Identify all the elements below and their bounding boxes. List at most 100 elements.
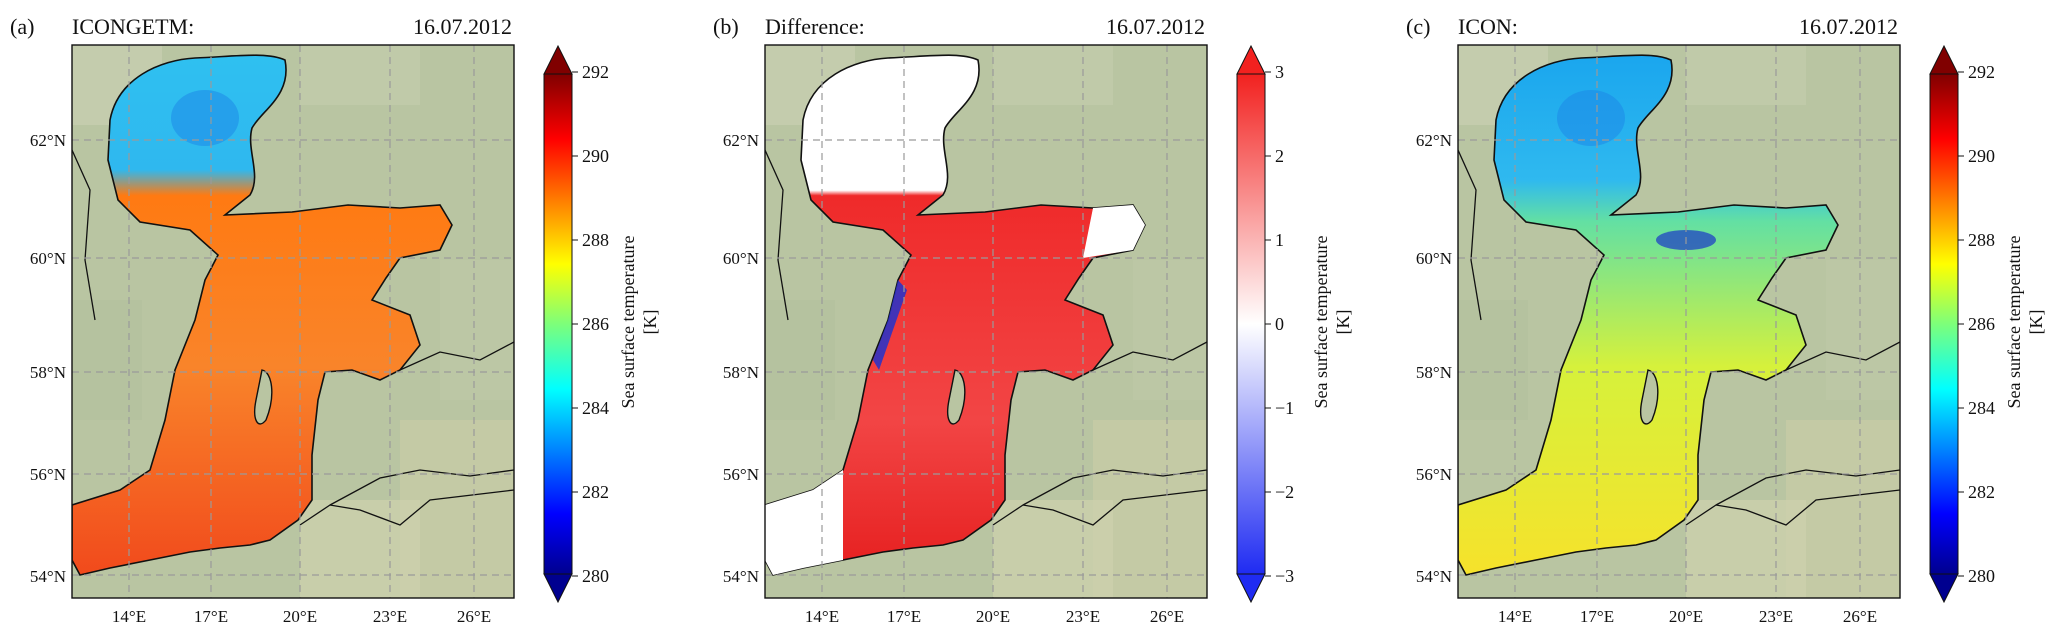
cold-spot	[171, 90, 239, 146]
colorbar-tick-label: 0	[1275, 314, 1284, 334]
colorbar-tick-label: 292	[582, 62, 609, 82]
colorbar-label-line1: Sea surface temperature	[1311, 236, 1331, 409]
panel-letter: (c)	[1406, 14, 1430, 39]
land-patch	[993, 45, 1113, 105]
land-patch	[1133, 260, 1207, 400]
lat-label: 58°N	[1416, 363, 1452, 382]
negative-strip	[873, 280, 907, 370]
country-border	[1458, 149, 1482, 321]
colorbar-extend-bottom	[1929, 573, 1959, 604]
colorbar-tick-label: 284	[582, 398, 609, 418]
cold-spot	[1557, 90, 1625, 146]
country-border	[765, 149, 789, 321]
lon-labels: 14°E 17°E 20°E 23°E 26°E	[112, 607, 491, 626]
lon-label: 17°E	[1580, 607, 1614, 626]
island-gotland	[254, 369, 273, 425]
colorbar-label-line1: Sea surface temperature	[2004, 236, 2024, 409]
lon-label: 23°E	[1759, 607, 1793, 626]
colorbar-tick-label: 280	[582, 566, 609, 586]
lon-label: 14°E	[112, 607, 146, 626]
lon-label: 20°E	[1669, 607, 1703, 626]
lat-label: 56°N	[723, 465, 759, 484]
map-area	[71, 44, 515, 599]
country-border	[992, 489, 1207, 526]
lon-label: 26°E	[1843, 607, 1877, 626]
lat-label: 54°N	[30, 567, 66, 586]
neutral-area	[1083, 205, 1145, 258]
panel-date: 16.07.2012	[1799, 14, 1898, 39]
colorbar-tick-label: −3	[1275, 566, 1294, 586]
colorbar-tick-label: 288	[582, 230, 609, 250]
colorbar-label: Sea surface temperature [K]	[618, 236, 660, 409]
lat-label: 60°N	[723, 249, 759, 268]
map-clipped-layer	[72, 45, 514, 598]
lat-label: 60°N	[30, 249, 66, 268]
colorbar-tick-label: 284	[1968, 398, 1995, 418]
land-patch	[440, 260, 514, 400]
panel-title: Difference:	[765, 14, 865, 39]
sea-surface	[1458, 54, 1839, 576]
colorbar-label-line2: [K]	[640, 310, 660, 335]
country-border	[1785, 341, 1900, 371]
lat-label: 60°N	[1416, 249, 1452, 268]
lat-label: 62°N	[30, 131, 66, 150]
colorbar-label-line1: Sea surface temperature	[618, 236, 638, 409]
colorbar-label: Sea surface temperature [K]	[2004, 236, 2046, 409]
panel-letter: (a)	[10, 14, 34, 39]
colorbar	[543, 44, 578, 604]
colorbar-tick-label: 282	[582, 482, 609, 502]
lon-labels: 14°E 17°E 20°E 23°E 26°E	[1498, 607, 1877, 626]
map-frame	[764, 44, 1208, 599]
colorbar-tick-label: 290	[582, 146, 609, 166]
neutral-area	[765, 470, 843, 575]
lat-label: 58°N	[30, 363, 66, 382]
colorbar-tick-label: 290	[1968, 146, 1995, 166]
colorbar-tick-label: 286	[1968, 314, 1995, 334]
lat-label: 58°N	[723, 363, 759, 382]
land-patch	[1686, 500, 1806, 598]
land-patch	[1686, 45, 1806, 105]
lon-label: 20°E	[976, 607, 1010, 626]
land-patch	[1826, 260, 1900, 400]
panel-date: 16.07.2012	[413, 14, 512, 39]
island-gotland	[947, 369, 966, 425]
colorbar-label-line2: [K]	[2026, 310, 2046, 335]
panel-letter: (b)	[713, 14, 739, 39]
colorbar-body	[543, 73, 573, 575]
lat-labels: 54°N 56°N 58°N 60°N 62°N	[1416, 131, 1452, 586]
map-frame	[71, 44, 515, 599]
lon-label: 14°E	[805, 607, 839, 626]
island-gotland	[1640, 369, 1659, 425]
country-border	[299, 489, 514, 526]
country-border	[72, 149, 96, 321]
panel-date: 16.07.2012	[1106, 14, 1205, 39]
colorbar-tick-label: 2	[1275, 146, 1284, 166]
colorbar-tick-label: 3	[1275, 62, 1284, 82]
colorbar-tick-label: −2	[1275, 482, 1294, 502]
land-patch	[72, 300, 142, 420]
land-patch	[993, 500, 1113, 598]
colorbar-body	[1929, 73, 1959, 575]
colorbar-extend-bottom	[1236, 573, 1266, 604]
colorbar-tick-label: 292	[1968, 62, 1995, 82]
land-patch	[765, 300, 835, 420]
country-border	[1685, 489, 1900, 526]
lon-label: 23°E	[373, 607, 407, 626]
lon-label: 17°E	[887, 607, 921, 626]
colorbar-tick-labels: 280 282 284 286 288 290 292	[1968, 62, 1995, 586]
lat-label: 56°N	[1416, 465, 1452, 484]
panel-title: ICONGETM:	[72, 14, 194, 39]
colorbar-extend-top	[1929, 44, 1959, 75]
colorbar-label: Sea surface temperature [K]	[1311, 236, 1353, 409]
colorbar-tick-label: 288	[1968, 230, 1995, 250]
lat-label: 56°N	[30, 465, 66, 484]
panel-b: (b) Difference: 16.07.2012 54°N 56°N 58°…	[713, 14, 1353, 626]
lon-label: 17°E	[194, 607, 228, 626]
map-area	[764, 44, 1208, 599]
colorbar-extend-top	[1236, 44, 1266, 75]
lat-labels: 54°N 56°N 58°N 60°N 62°N	[30, 131, 66, 586]
lat-label: 62°N	[723, 131, 759, 150]
lat-label: 62°N	[1416, 131, 1452, 150]
colorbar-tick-labels: 280 282 284 286 288 290 292	[582, 62, 609, 586]
